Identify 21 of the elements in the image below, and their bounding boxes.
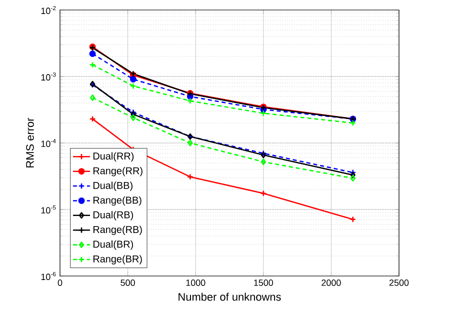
x-tick-label: 2000 xyxy=(322,280,341,286)
y-axis-title: RMS error xyxy=(26,118,34,168)
legend-label: Range(RR) xyxy=(93,166,142,176)
legend-label: Dual(BB) xyxy=(93,182,132,191)
x-tick-label: 500 xyxy=(120,280,135,286)
x-axis-title: Number of unknowns xyxy=(178,292,281,301)
x-tick-label: 2500 xyxy=(389,280,409,286)
x-tick-label: 1500 xyxy=(254,280,274,286)
y-tick-label: 10$^{-2}$ xyxy=(41,6,56,14)
x-tick-label: 0 xyxy=(58,280,62,286)
legend-label: Range(RB) xyxy=(93,226,142,236)
y-tick-label: 10$^{-6}$ xyxy=(41,272,56,280)
legend-label: Dual(RB) xyxy=(93,211,133,220)
y-tick-label: 10$^{-5}$ xyxy=(41,206,56,214)
legend-label: Range(BR) xyxy=(93,255,142,264)
x-tick-label: 1000 xyxy=(186,280,206,286)
legend-label: Range(BB) xyxy=(93,196,142,206)
legend-label: Dual(RR) xyxy=(93,152,134,162)
y-tick-label: 10$^{-3}$ xyxy=(41,72,56,81)
y-tick-label: 10$^{-4}$ xyxy=(41,139,56,148)
legend-label: Dual(BR) xyxy=(93,240,133,250)
